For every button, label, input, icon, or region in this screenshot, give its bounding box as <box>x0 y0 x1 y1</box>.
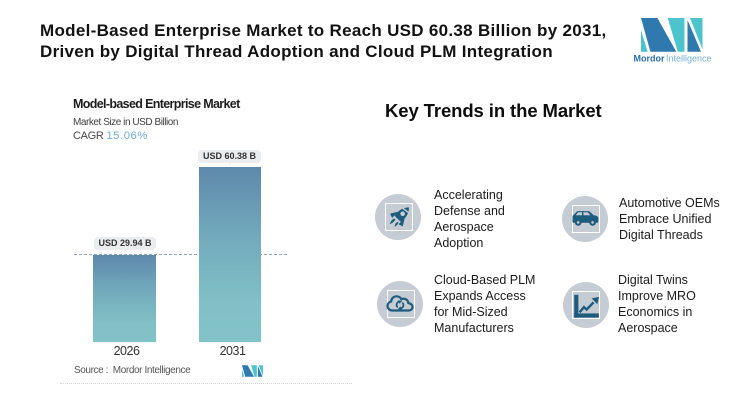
svg-text:Intelligence: Intelligence <box>666 54 712 64</box>
svg-text:Mordor: Mordor <box>634 54 665 64</box>
